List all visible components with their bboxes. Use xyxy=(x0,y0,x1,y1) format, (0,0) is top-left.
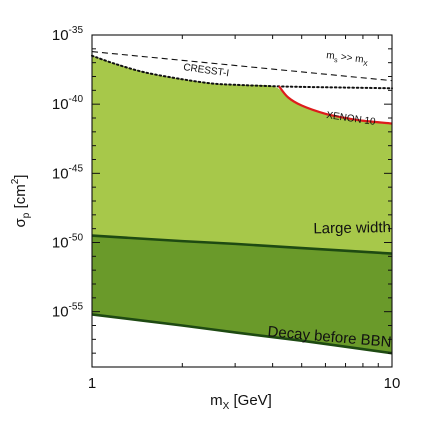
y-tick-label: 10-55 xyxy=(52,302,84,321)
y-tick-label: 10-35 xyxy=(52,25,84,44)
y-tick-exponent: -55 xyxy=(69,302,84,313)
y-axis-label-superscript: 2 xyxy=(10,178,21,184)
x-axis-label: mX [GeV] xyxy=(210,392,272,412)
y-tick-base: 10 xyxy=(52,304,69,321)
y-axis-label-unit-open: [cm xyxy=(12,184,29,212)
y-tick-label: 10-45 xyxy=(52,163,84,182)
y-tick-label: 10-50 xyxy=(52,233,84,252)
plot-layer xyxy=(91,51,393,355)
x-axis-label-unit: [GeV] xyxy=(229,392,272,409)
ms-label-main: m xyxy=(326,50,336,62)
y-tick-base: 10 xyxy=(52,96,69,113)
cresst-i-curve xyxy=(91,54,393,90)
ms-gg-mx-curve xyxy=(91,51,393,82)
y-tick-base: 10 xyxy=(52,27,69,44)
large-width-curve xyxy=(91,234,393,255)
x-axis-label-subscript: X xyxy=(223,401,230,412)
y-axis-label-subscript: p xyxy=(21,212,32,218)
mx-label-subscript: X xyxy=(363,61,369,69)
region-dark xyxy=(92,235,392,354)
region-light xyxy=(92,55,392,254)
x-axis-label-main: m xyxy=(210,392,223,409)
x-tick-label: 10 xyxy=(384,375,401,392)
decay-before-bbn-curve xyxy=(91,313,393,355)
ms-label-subscript: s xyxy=(334,57,339,64)
y-tick-exponent: -50 xyxy=(69,233,84,244)
ms-label-relation: >> m xyxy=(337,52,364,66)
y-tick-base: 10 xyxy=(52,165,69,182)
y-axis-label-main: σ xyxy=(12,217,29,227)
y-tick-exponent: -35 xyxy=(69,25,84,36)
y-tick-label: 10-40 xyxy=(52,94,84,113)
y-axis-label-unit-close: ] xyxy=(12,175,29,179)
y-tick-base: 10 xyxy=(52,235,69,252)
x-tick-label: 1 xyxy=(88,375,96,392)
y-tick-exponent: -40 xyxy=(69,94,84,105)
y-axis-label: σp [cm2] xyxy=(10,175,32,228)
large-width-label: Large width xyxy=(313,219,391,237)
xenon-10-curve xyxy=(278,85,393,125)
y-tick-exponent: -45 xyxy=(69,163,84,174)
ms-gg-mx-label: ms >> mX xyxy=(325,50,369,68)
